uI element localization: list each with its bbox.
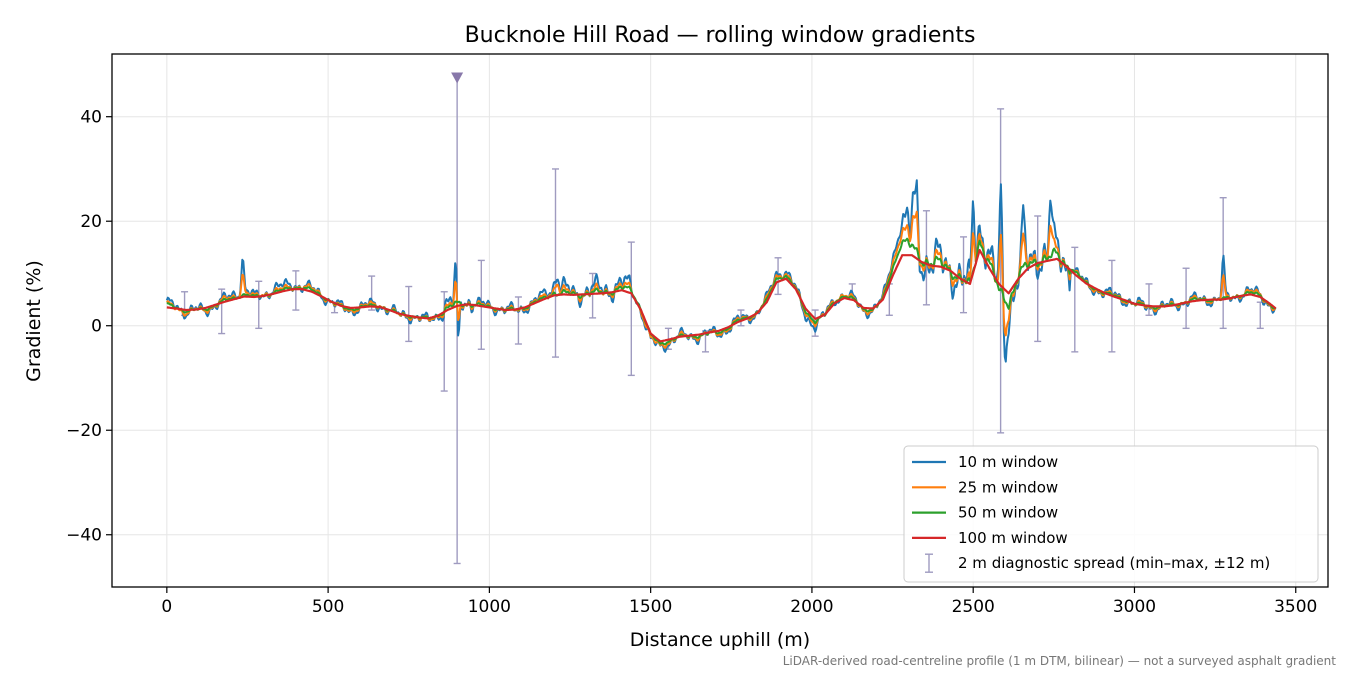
- x-tick-label: 0: [161, 597, 172, 617]
- x-tick-label: 3000: [1113, 597, 1156, 617]
- legend-label: 2 m diagnostic spread (min–max, ±12 m): [958, 554, 1270, 572]
- errorbar-series: [181, 72, 1264, 565]
- y-tick-label: −20: [66, 421, 102, 441]
- x-tick-label: 1500: [629, 597, 672, 617]
- x-tick-label: 2500: [952, 597, 995, 617]
- chart-title: Bucknole Hill Road — rolling window grad…: [465, 23, 976, 48]
- legend-label: 25 m window: [958, 478, 1058, 496]
- y-tick-label: 0: [91, 317, 102, 337]
- x-tick-label: 2000: [790, 597, 833, 617]
- y-tick-label: 40: [80, 108, 102, 128]
- x-tick-label: 3500: [1274, 597, 1317, 617]
- legend-label: 10 m window: [958, 453, 1058, 471]
- legend: 10 m window 25 m window 50 m window 100 m w…: [903, 445, 1319, 583]
- y-tick-label: −40: [66, 526, 102, 546]
- series-lines: [165, 179, 1277, 363]
- series-line-100m: [166, 248, 1277, 343]
- x-axis-label: Distance uphill (m): [630, 629, 810, 651]
- series-line-25m: [166, 210, 1277, 349]
- footnote: LiDAR-derived road-centreline profile (1…: [782, 654, 1336, 668]
- clipped-marker: [451, 72, 464, 84]
- legend-label: 50 m window: [958, 504, 1058, 522]
- axis-ticks: 0 500 1000 1500 2000 2500 3000 3500 −40 −20 0 20 40: [66, 108, 1317, 617]
- y-tick-label: 20: [80, 212, 102, 232]
- legend-label: 100 m window: [958, 529, 1068, 547]
- x-tick-label: 500: [312, 597, 344, 617]
- legend-box: [903, 445, 1319, 583]
- x-tick-label: 1000: [468, 597, 511, 617]
- y-axis-label: Gradient (%): [23, 260, 45, 382]
- plot-area-frame: [111, 53, 1329, 588]
